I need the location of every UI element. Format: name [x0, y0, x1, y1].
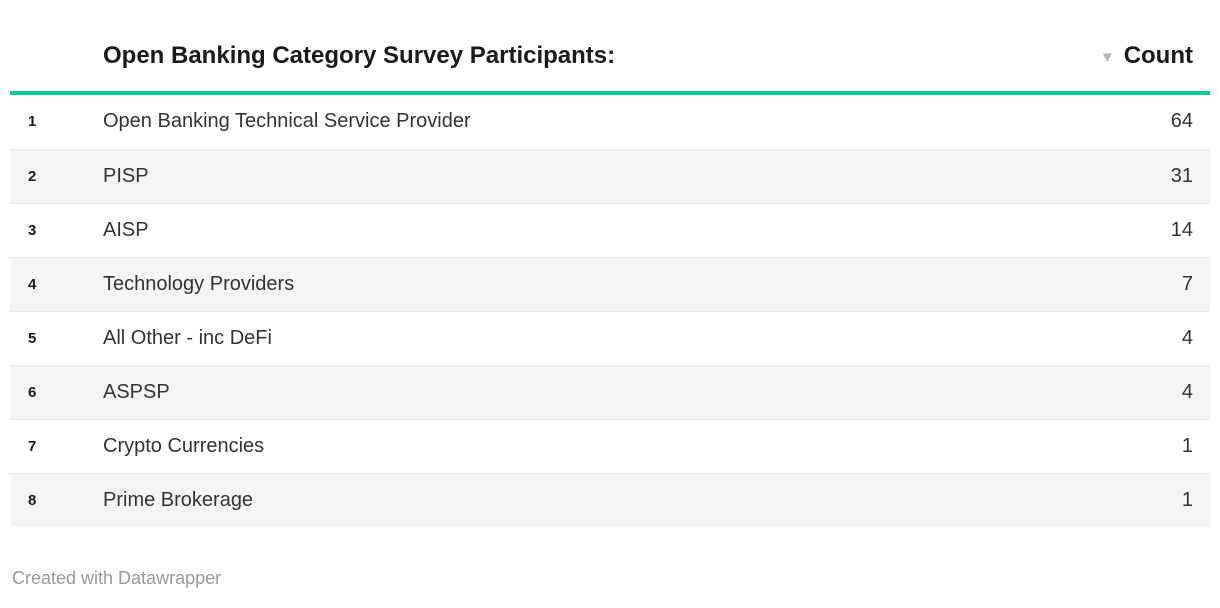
count-column-header[interactable]: ▼ Count [1100, 42, 1193, 71]
row-count: 1 [1181, 434, 1193, 457]
table-row: 7 Crypto Currencies 1 [10, 418, 1210, 473]
table-row: 3 AISP 14 [10, 202, 1210, 257]
table-row: 1 Open Banking Technical Service Provider… [10, 95, 1210, 149]
row-count: 64 [1170, 110, 1193, 133]
row-category: PISP [103, 164, 149, 187]
row-count: 1 [1181, 488, 1193, 511]
row-rank: 7 [28, 437, 37, 455]
row-count: 7 [1181, 272, 1193, 295]
row-category: Crypto Currencies [103, 434, 265, 457]
table-header: Open Banking Category Survey Participant… [10, 0, 1210, 91]
datawrapper-table: Open Banking Category Survey Participant… [10, 0, 1210, 527]
row-rank: 8 [28, 491, 37, 509]
count-header-label[interactable]: Count [1123, 42, 1193, 69]
row-category: AISP [103, 218, 149, 241]
table-row: 2 PISP 31 [10, 148, 1210, 203]
table-row: 4 Technology Providers 7 [10, 256, 1210, 311]
row-rank: 1 [28, 113, 37, 131]
row-rank: 6 [28, 383, 37, 401]
row-category: All Other - inc DeFi [103, 326, 272, 349]
table-row: 5 All Other - inc DeFi 4 [10, 310, 1210, 365]
row-count: 14 [1170, 218, 1193, 241]
row-rank: 3 [28, 221, 37, 239]
row-rank: 2 [28, 167, 37, 185]
row-rank: 5 [28, 329, 37, 347]
attribution-link[interactable]: Created with Datawrapper [12, 567, 222, 588]
row-category: ASPSP [103, 380, 170, 403]
row-rank: 4 [28, 275, 37, 293]
row-count: 4 [1181, 326, 1193, 349]
row-count: 31 [1170, 164, 1193, 187]
table-body: 1 Open Banking Technical Service Provider… [10, 95, 1210, 527]
table-title: Open Banking Category Survey Participant… [103, 42, 616, 69]
table-row: 6 ASPSP 4 [10, 364, 1210, 419]
header-accent-rule [10, 90, 1210, 95]
table-row: 8 Prime Brokerage 1 [10, 472, 1210, 527]
row-count: 4 [1181, 380, 1193, 403]
sort-descending-icon[interactable]: ▼ [1099, 48, 1115, 66]
row-category: Technology Providers [103, 272, 295, 295]
row-category: Open Banking Technical Service Provider [103, 110, 471, 133]
row-category: Prime Brokerage [103, 488, 254, 511]
